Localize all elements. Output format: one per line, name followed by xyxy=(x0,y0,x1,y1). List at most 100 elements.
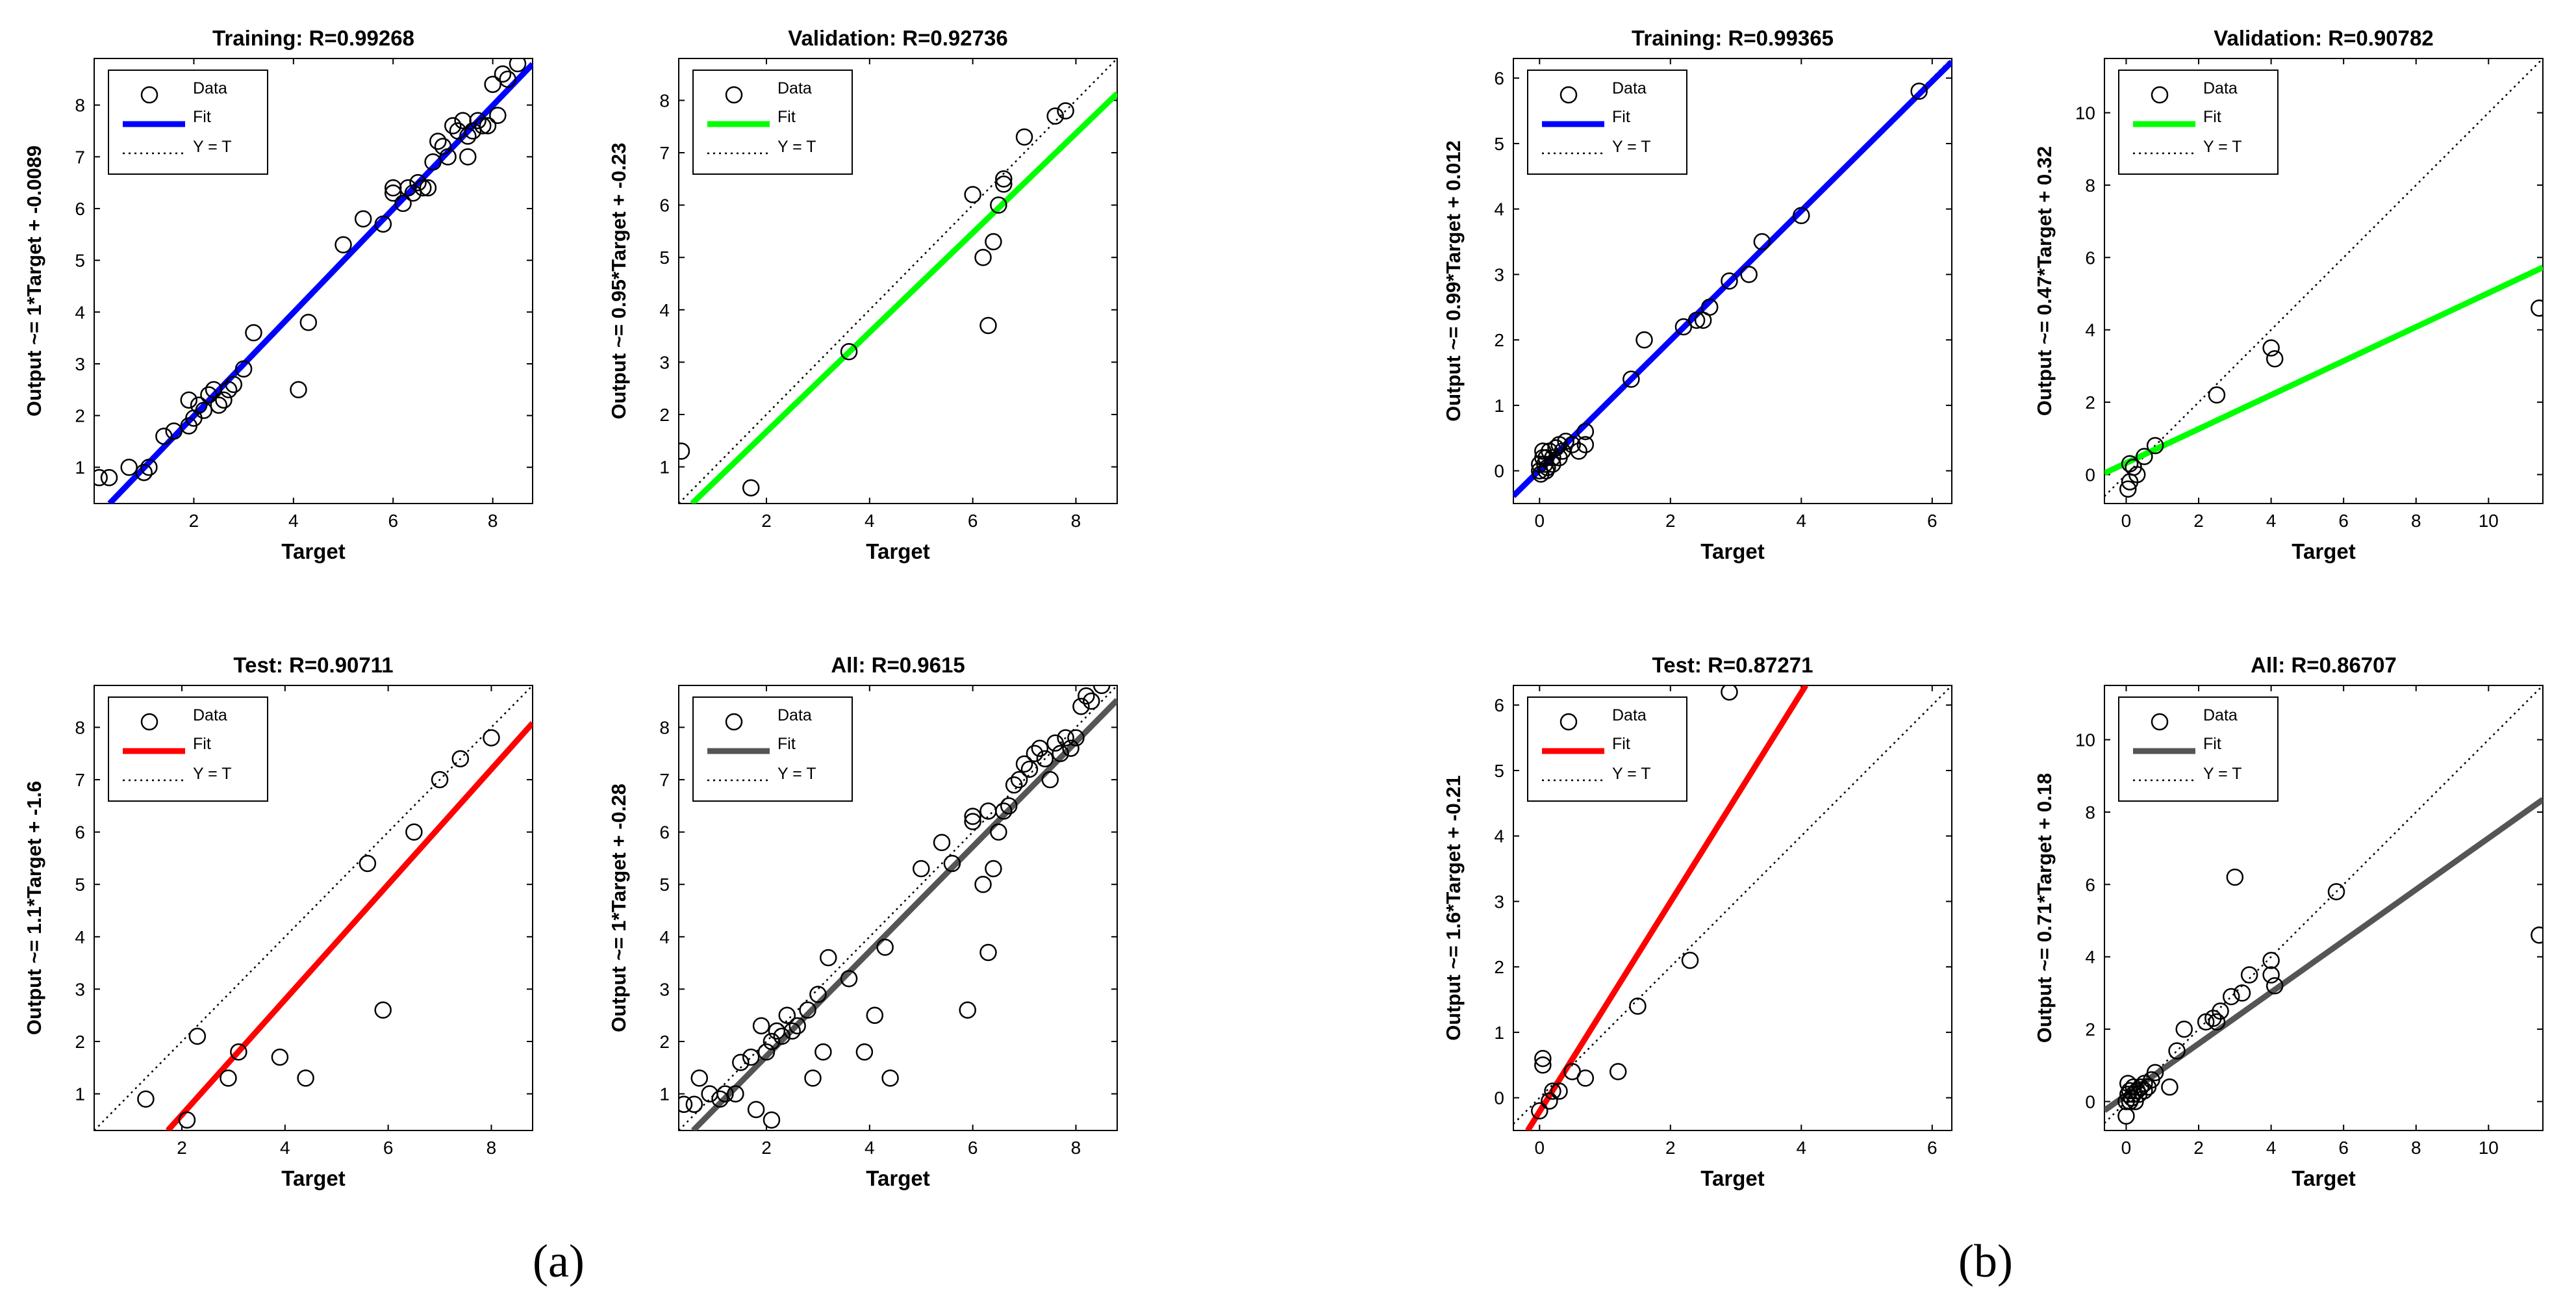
y-tick-label: 8 xyxy=(2085,802,2095,823)
data-point xyxy=(1072,697,1090,715)
chart-3: 0 2 4 6 0 1 2 3 4 5 6 Training: R=0.99365 Target Outp… xyxy=(1442,26,1952,563)
data-point xyxy=(1550,1082,1568,1100)
data-point xyxy=(820,949,837,967)
data-point xyxy=(245,324,262,342)
data-point xyxy=(190,396,208,414)
data-point xyxy=(1700,298,1719,316)
y-axis-label: Output ~= 0.71*Target + 0.18 xyxy=(2033,773,2056,1043)
plot-area xyxy=(94,685,533,1130)
y-tick-label: 5 xyxy=(659,875,670,895)
data-point xyxy=(2222,988,2240,1006)
x-tick-label: 2 xyxy=(2193,1138,2204,1158)
data-point xyxy=(840,343,858,361)
y-tick-label: 8 xyxy=(75,96,85,116)
data-point xyxy=(135,463,153,481)
x-tick-label: 0 xyxy=(2121,511,2132,531)
x-axis-label: Target xyxy=(2292,1166,2355,1190)
y-tick-label: 8 xyxy=(659,717,670,737)
legend-data-label: Data xyxy=(193,706,227,724)
y-tick-label: 2 xyxy=(2085,392,2095,413)
y-tick-label: 1 xyxy=(659,1084,670,1104)
data-point xyxy=(100,468,118,487)
data-point xyxy=(137,1090,155,1108)
x-tick-label: 4 xyxy=(2266,1138,2277,1158)
data-point xyxy=(429,133,447,150)
x-tick-label: 10 xyxy=(2479,1138,2499,1158)
data-point xyxy=(2266,350,2284,368)
plot-area xyxy=(1513,58,1952,498)
data-point xyxy=(1576,422,1595,440)
x-tick-label: 0 xyxy=(1535,511,1545,531)
legend-ideal-label: Y = T xyxy=(777,765,816,783)
y-axis-label: Output ~= 1*Target + -0.0089 xyxy=(23,146,45,416)
data-point xyxy=(2208,1013,2226,1031)
data-point xyxy=(220,381,238,399)
data-point xyxy=(2168,1042,2186,1060)
data-point xyxy=(434,138,452,155)
data-point xyxy=(799,1001,816,1019)
data-point xyxy=(1563,436,1581,453)
y-tick-label: 6 xyxy=(1494,695,1504,715)
x-tick-label: 8 xyxy=(2411,1138,2421,1158)
data-point xyxy=(742,479,760,497)
data-point xyxy=(424,153,442,171)
legend-fit-label: Fit xyxy=(2203,735,2221,753)
data-point xyxy=(679,1095,693,1113)
legend-data-marker xyxy=(140,713,158,731)
data-point xyxy=(840,970,858,988)
data-point xyxy=(483,729,500,747)
x-axis-label: Target xyxy=(866,539,929,563)
data-point xyxy=(881,1069,899,1087)
data-point xyxy=(178,1111,196,1129)
y-tick-label: 6 xyxy=(659,823,670,843)
y-axis-label: Output ~= 0.47*Target + 0.32 xyxy=(2033,146,2056,416)
data-point xyxy=(995,802,1013,820)
legend-data-label: Data xyxy=(1612,706,1647,724)
y-tick-label: 1 xyxy=(75,457,85,478)
data-point xyxy=(752,1017,770,1035)
data-point xyxy=(394,194,412,212)
data-point xyxy=(439,148,457,166)
y-tick-label: 0 xyxy=(2085,1092,2095,1112)
y-tick-label: 3 xyxy=(659,352,670,372)
data-point xyxy=(2136,448,2153,465)
data-point xyxy=(1000,797,1018,815)
data-point xyxy=(1623,370,1640,388)
y-tick-label: 5 xyxy=(1494,761,1504,781)
data-point xyxy=(271,1048,289,1066)
legend-data-label: Data xyxy=(2203,79,2238,97)
plot-area xyxy=(1513,685,1952,1130)
x-tick-label: 4 xyxy=(1796,1138,1806,1158)
y-tick-label: 6 xyxy=(659,196,670,216)
data-point xyxy=(732,1053,750,1071)
y-tick-label: 2 xyxy=(1494,330,1504,350)
legend-ideal-label: Y = T xyxy=(193,138,232,156)
x-tick-label: 8 xyxy=(488,511,498,531)
data-point xyxy=(1052,745,1069,763)
data-point xyxy=(1721,685,1738,701)
data-point xyxy=(509,58,527,73)
data-point xyxy=(404,184,422,202)
data-point xyxy=(120,458,138,476)
data-point xyxy=(234,360,253,378)
legend-ideal-label: Y = T xyxy=(777,138,816,156)
fit-line xyxy=(2104,264,2543,476)
chart-4: 0 2 4 6 8 10 0 2 4 6 8 10 Validation: R=0.90782 Targe… xyxy=(2033,26,2544,563)
data-point xyxy=(2212,1002,2229,1020)
data-point xyxy=(1740,266,1758,283)
data-point xyxy=(1046,734,1064,752)
data-point xyxy=(1041,771,1059,789)
plot-area xyxy=(94,58,533,504)
data-point xyxy=(757,1043,776,1061)
data-point xyxy=(431,771,449,789)
data-point xyxy=(711,1090,729,1108)
ideal-line xyxy=(94,685,533,1130)
y-tick-label: 7 xyxy=(75,147,85,167)
data-point xyxy=(2121,1082,2139,1099)
x-tick-label: 2 xyxy=(761,511,772,531)
y-tick-label: 0 xyxy=(1494,1088,1504,1108)
chart-title: Training: R=0.99268 xyxy=(212,26,414,50)
data-point xyxy=(451,750,470,768)
y-tick-label: 7 xyxy=(75,770,85,790)
y-tick-label: 10 xyxy=(2075,103,2095,123)
